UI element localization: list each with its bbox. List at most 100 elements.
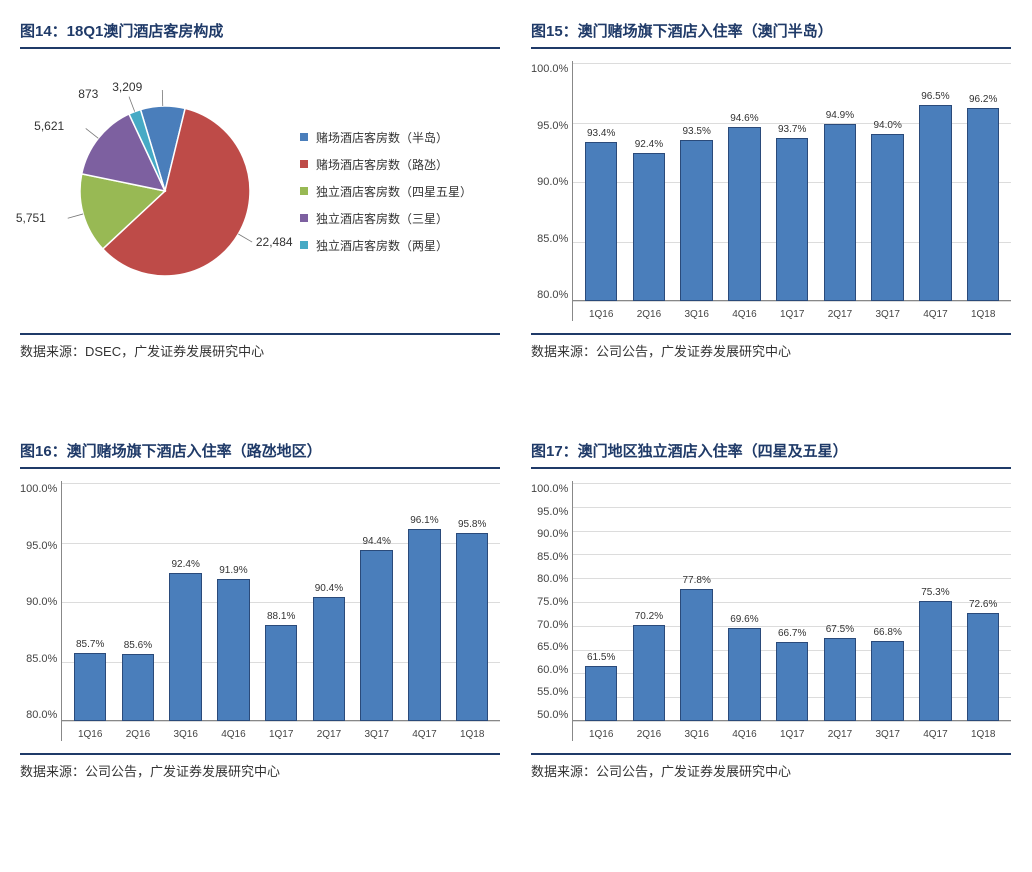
bar	[871, 134, 903, 301]
x-tick-label: 3Q17	[353, 721, 401, 741]
panel-fig17: 图17：澳门地区独立酒店入住率（四星及五星） 100.0%95.0%90.0%8…	[531, 440, 1011, 780]
x-tick-label: 3Q16	[162, 721, 210, 741]
bar-value-label: 66.8%	[874, 627, 902, 638]
y-tick-label: 100.0%	[531, 483, 568, 495]
y-tick-label: 95.0%	[26, 540, 57, 552]
bar-column: 95.8%	[448, 483, 496, 721]
legend-swatch	[300, 241, 308, 249]
legend-item: 独立酒店客房数（两星）	[300, 237, 472, 254]
legend-item: 独立酒店客房数（三星）	[300, 210, 472, 227]
pie-value-label: 3,209	[112, 80, 142, 94]
x-tick-label: 4Q17	[912, 301, 960, 321]
y-axis: 100.0%95.0%90.0%85.0%80.0%	[531, 61, 572, 321]
bar-column: 85.6%	[114, 483, 162, 721]
bar-column: 90.4%	[305, 483, 353, 721]
bar-value-label: 93.4%	[587, 128, 615, 139]
x-tick-label: 1Q18	[448, 721, 496, 741]
bar	[776, 642, 808, 721]
bar	[217, 579, 249, 721]
bar-value-label: 72.6%	[969, 599, 997, 610]
panel-source: 数据来源：公司公告，广发证券发展研究中心	[531, 333, 1011, 360]
pie-chart: 3,20922,4845,7515,621873 赌场酒店客房数（半岛）赌场酒店…	[20, 61, 500, 321]
y-tick-label: 70.0%	[537, 619, 568, 631]
y-tick-label: 50.0%	[537, 709, 568, 721]
x-tick-label: 1Q18	[959, 721, 1007, 741]
legend-label: 独立酒店客房数（三星）	[316, 210, 448, 227]
legend-label: 赌场酒店客房数（路氹）	[316, 156, 448, 173]
bar-value-label: 85.6%	[124, 640, 152, 651]
bar-column: 69.6%	[721, 483, 769, 721]
legend-item: 赌场酒店客房数（路氹）	[300, 156, 472, 173]
legend-label: 赌场酒店客房数（半岛）	[316, 129, 448, 146]
x-axis: 1Q162Q163Q164Q161Q172Q173Q174Q171Q18	[573, 721, 1011, 741]
bar	[919, 601, 951, 721]
bar	[408, 529, 440, 721]
bar-column: 88.1%	[257, 483, 305, 721]
y-tick-label: 100.0%	[20, 483, 57, 495]
bar-column: 96.1%	[401, 483, 449, 721]
panel-fig14: 图14：18Q1澳门酒店客房构成 3,20922,4845,7515,62187…	[20, 20, 500, 360]
bar-column: 94.9%	[816, 63, 864, 301]
bar-value-label: 61.5%	[587, 652, 615, 663]
bar	[728, 127, 760, 301]
bar-value-label: 96.1%	[410, 515, 438, 526]
y-tick-label: 85.0%	[537, 551, 568, 563]
bar	[728, 628, 760, 721]
x-axis: 1Q162Q163Q164Q161Q172Q173Q174Q171Q18	[573, 301, 1011, 321]
bar-column: 94.6%	[721, 63, 769, 301]
bar	[74, 653, 106, 721]
bar-value-label: 93.7%	[778, 124, 806, 135]
x-tick-label: 1Q17	[768, 301, 816, 321]
bar	[824, 124, 856, 301]
bar-value-label: 85.7%	[76, 639, 104, 650]
bar-value-label: 92.4%	[172, 559, 200, 570]
panel-fig15: 图15：澳门赌场旗下酒店入住率（澳门半岛） 100.0%95.0%90.0%85…	[531, 20, 1011, 360]
bar-value-label: 96.2%	[969, 94, 997, 105]
y-tick-label: 55.0%	[537, 686, 568, 698]
y-tick-label: 90.0%	[26, 596, 57, 608]
x-tick-label: 2Q16	[114, 721, 162, 741]
y-tick-label: 80.0%	[537, 573, 568, 585]
y-tick-label: 75.0%	[537, 596, 568, 608]
y-tick-label: 80.0%	[26, 709, 57, 721]
bar	[585, 666, 617, 721]
bar-column: 77.8%	[673, 483, 721, 721]
bar	[824, 638, 856, 721]
x-axis: 1Q162Q163Q164Q161Q172Q173Q174Q171Q18	[62, 721, 500, 741]
pie-legend: 赌场酒店客房数（半岛） 赌场酒店客房数（路氹） 独立酒店客房数（四星五星） 独立酒店客…	[300, 119, 472, 264]
bar-column: 85.7%	[66, 483, 114, 721]
y-tick-label: 95.0%	[537, 120, 568, 132]
plot-area: 93.4% 92.4% 93.5% 94.6% 93.7% 94.9% 94.0% 96.5%…	[572, 61, 1011, 321]
bar	[680, 589, 712, 721]
bar	[871, 641, 903, 721]
bar-column: 93.5%	[673, 63, 721, 301]
bar-value-label: 69.6%	[730, 614, 758, 625]
bar-value-label: 96.5%	[921, 91, 949, 102]
x-tick-label: 1Q16	[577, 721, 625, 741]
y-axis: 100.0%95.0%90.0%85.0%80.0%	[20, 481, 61, 741]
bar-column: 70.2%	[625, 483, 673, 721]
y-tick-label: 90.0%	[537, 528, 568, 540]
legend-label: 独立酒店客房数（两星）	[316, 237, 448, 254]
bar	[122, 654, 154, 721]
x-tick-label: 3Q16	[673, 721, 721, 741]
bar-value-label: 95.8%	[458, 519, 486, 530]
panel-title: 图14：18Q1澳门酒店客房构成	[20, 20, 500, 49]
legend-swatch	[300, 187, 308, 195]
pie-value-label: 5,751	[16, 211, 46, 225]
bar-column: 66.7%	[768, 483, 816, 721]
legend-item: 独立酒店客房数（四星五星）	[300, 183, 472, 200]
bar-column: 96.5%	[912, 63, 960, 301]
bar-column: 92.4%	[625, 63, 673, 301]
x-tick-label: 4Q17	[401, 721, 449, 741]
y-tick-label: 80.0%	[537, 289, 568, 301]
bar-value-label: 93.5%	[683, 126, 711, 137]
y-tick-label: 60.0%	[537, 664, 568, 676]
x-tick-label: 1Q17	[768, 721, 816, 741]
legend-swatch	[300, 214, 308, 222]
bar-column: 94.0%	[864, 63, 912, 301]
bar-value-label: 94.0%	[874, 120, 902, 131]
x-tick-label: 2Q17	[816, 721, 864, 741]
pie-value-label: 5,621	[34, 119, 64, 133]
panel-source: 数据来源：DSEC，广发证券发展研究中心	[20, 333, 500, 360]
